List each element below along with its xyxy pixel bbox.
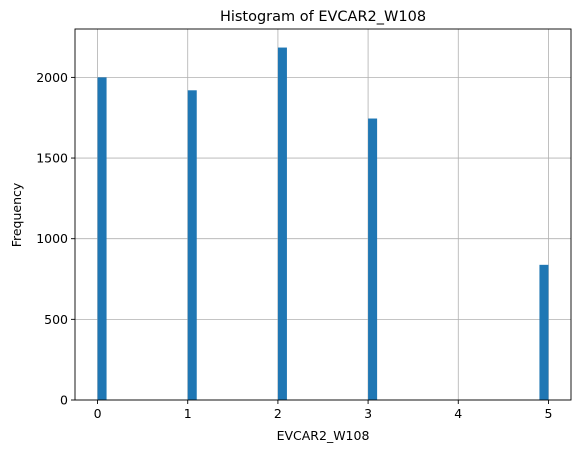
chart-title: Histogram of EVCAR2_W108 xyxy=(220,9,426,25)
x-tick-label: 2 xyxy=(274,406,282,421)
y-axis-label: Frequency xyxy=(9,182,24,247)
histogram-bar xyxy=(97,77,107,401)
histogram-bar xyxy=(368,118,378,400)
x-axis: 0 1 2 3 4 5 xyxy=(94,400,552,421)
plot-frame xyxy=(74,28,572,401)
x-axis-label: EVCAR2_W108 xyxy=(277,428,370,443)
x-tick-label: 3 xyxy=(364,406,372,421)
histogram-bar xyxy=(277,47,287,401)
y-tick-label: 500 xyxy=(44,312,68,327)
bars xyxy=(97,47,549,401)
x-tick-label: 4 xyxy=(454,406,462,421)
y-axis: 0 500 1000 1500 2000 xyxy=(36,70,75,408)
histogram-bar xyxy=(539,264,549,400)
histogram-bar xyxy=(187,90,197,400)
y-tick-label: 1000 xyxy=(36,231,68,246)
y-tick-label: 2000 xyxy=(36,70,68,85)
x-tick-label: 0 xyxy=(94,406,102,421)
y-tick-label: 0 xyxy=(60,393,68,408)
x-tick-label: 1 xyxy=(184,406,192,421)
grid xyxy=(75,29,571,401)
y-tick-label: 1500 xyxy=(36,151,68,166)
x-tick-label: 5 xyxy=(544,406,552,421)
